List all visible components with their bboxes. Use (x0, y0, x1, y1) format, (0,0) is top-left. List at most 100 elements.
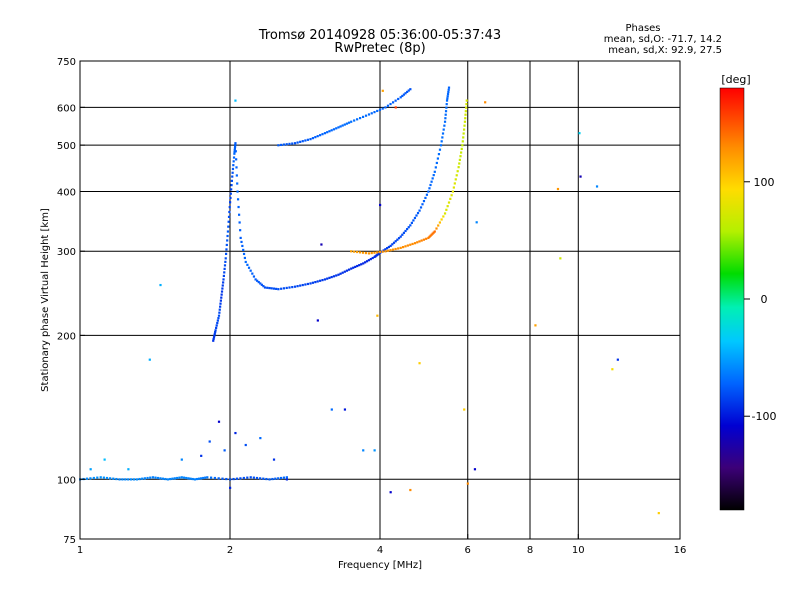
data-point (301, 140, 304, 143)
data-point (559, 257, 562, 260)
data-point (285, 286, 288, 290)
data-point (238, 221, 241, 224)
data-point (239, 229, 242, 232)
data-point (239, 236, 242, 240)
data-point (412, 219, 415, 222)
data-point (213, 476, 216, 480)
data-point (460, 151, 463, 154)
data-point (235, 158, 238, 161)
data-point (457, 166, 460, 169)
data-point (447, 88, 450, 91)
data-points (79, 86, 660, 515)
data-point (409, 88, 412, 91)
data-point (406, 244, 409, 247)
data-point (246, 263, 249, 266)
data-point (321, 278, 324, 282)
data-point (402, 245, 405, 249)
data-point (236, 190, 239, 193)
data-point (367, 259, 371, 262)
data-point (271, 477, 274, 481)
data-point (306, 282, 310, 286)
data-point (232, 477, 235, 481)
data-point (257, 281, 260, 284)
data-point (187, 477, 190, 480)
data-point (442, 128, 445, 131)
y-tick-label: 750 (57, 57, 76, 68)
data-point (304, 283, 307, 286)
data-point (89, 468, 92, 471)
data-point (251, 272, 254, 275)
data-point (270, 287, 273, 290)
data-point (330, 129, 333, 132)
data-point (255, 476, 259, 480)
data-point (323, 278, 327, 281)
data-point (364, 114, 368, 117)
data-point (138, 477, 141, 481)
data-point (220, 290, 224, 293)
data-point (447, 86, 451, 89)
data-point (311, 281, 315, 284)
data-point (112, 477, 115, 480)
y-tick-label: 600 (57, 103, 76, 114)
data-point (449, 197, 452, 200)
data-point (328, 276, 331, 279)
data-point (242, 252, 246, 256)
data-point (616, 358, 619, 361)
data-point (364, 261, 367, 264)
data-point (239, 477, 242, 480)
data-point (458, 158, 461, 161)
data-point (373, 251, 376, 254)
data-point (230, 179, 233, 182)
data-point (452, 186, 455, 189)
data-point (231, 167, 235, 171)
data-point (96, 476, 99, 479)
data-point (430, 180, 433, 183)
data-point (180, 458, 183, 461)
data-point (235, 174, 238, 177)
data-point (335, 274, 338, 277)
y-tick-label: 500 (57, 141, 76, 152)
data-point (337, 273, 340, 276)
data-point (316, 280, 319, 283)
data-point (450, 194, 453, 197)
data-point (311, 137, 315, 140)
data-point (282, 143, 286, 146)
x-tick-label: 8 (527, 545, 533, 556)
data-point (416, 241, 419, 244)
data-point (445, 106, 448, 109)
data-point (224, 252, 228, 255)
data-point (191, 477, 194, 481)
data-point (141, 477, 144, 480)
data-point (246, 476, 249, 479)
data-point (277, 477, 280, 480)
data-point (252, 275, 256, 278)
data-point (230, 184, 233, 187)
data-point (226, 234, 229, 238)
data-point (236, 198, 240, 201)
data-point (115, 477, 118, 481)
data-point (230, 188, 233, 191)
data-point (418, 362, 421, 365)
data-point (396, 238, 399, 241)
data-point (109, 477, 112, 480)
data-point (406, 90, 409, 94)
data-point (238, 213, 241, 216)
data-point (319, 279, 322, 282)
data-point (159, 477, 162, 480)
data-point (296, 285, 299, 288)
stats-title: Phases (625, 23, 660, 34)
data-point (103, 458, 106, 461)
data-point (323, 132, 327, 135)
data-point (299, 284, 302, 287)
data-point (233, 150, 236, 154)
data-point (228, 210, 231, 214)
data-point (328, 130, 331, 133)
data-point (445, 103, 448, 106)
data-point (293, 142, 297, 145)
data-point (280, 143, 283, 147)
data-point (319, 134, 322, 137)
data-point (296, 141, 299, 144)
data-point (221, 284, 224, 287)
data-point (200, 454, 203, 457)
data-point (214, 329, 217, 332)
